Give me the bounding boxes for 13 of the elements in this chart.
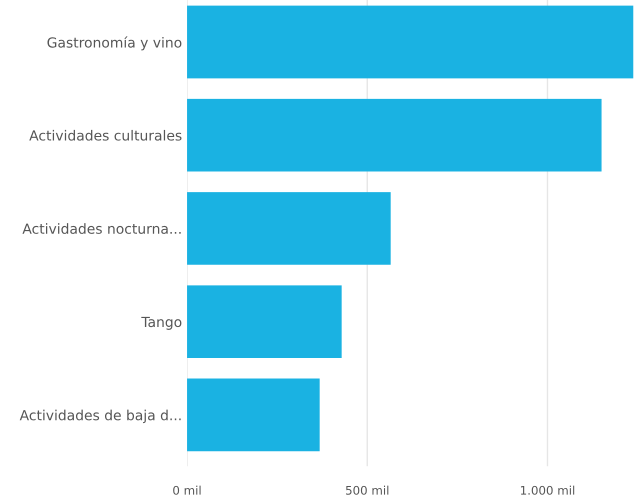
y-tick-label: Tango <box>141 316 182 330</box>
bar <box>187 98 602 172</box>
y-tick-label: Actividades de baja d... <box>20 410 181 424</box>
bar <box>187 378 320 452</box>
y-tick-label: Gastronomía y vino <box>47 36 182 50</box>
bar <box>187 6 634 78</box>
x-tick-label: 500 mil <box>346 486 388 495</box>
y-tick-label: Actividades culturales <box>29 130 182 141</box>
x-tick-label: 1.000 mil <box>520 486 574 495</box>
y-tick-label: Actividades nocturna... <box>22 223 181 234</box>
x-tick-label: 0 mil <box>173 486 201 495</box>
bar <box>187 285 342 358</box>
bar <box>187 192 391 265</box>
